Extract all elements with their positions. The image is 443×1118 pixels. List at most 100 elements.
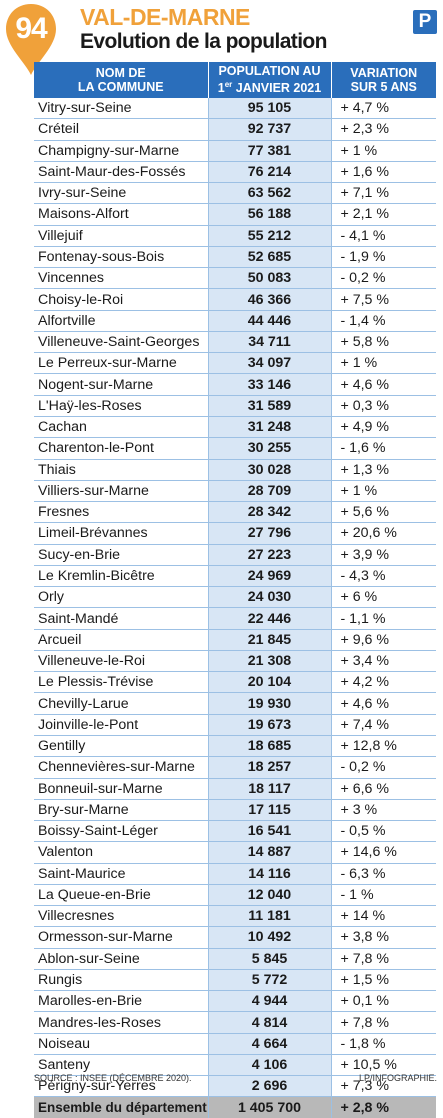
table-row: Villeneuve-le-Roi 21 308 + 3,4 % <box>34 650 436 673</box>
table-row: Gentilly 18 685 + 12,8 % <box>34 735 436 758</box>
commune-name-cell: Fontenay-sous-Bois <box>34 246 209 269</box>
population-cell: 18 685 <box>208 735 332 758</box>
table-row: Boissy-Saint-Léger 16 541- 0,5 % <box>34 820 436 843</box>
department-number: 94 <box>15 12 47 45</box>
column-header-commune: NOM DE LA COMMUNE <box>34 62 209 98</box>
table-row: Noiseau 4 664- 1,8 % <box>34 1033 436 1055</box>
variation-cell: + 14 % <box>331 905 436 928</box>
commune-name-cell: Joinville-le-Pont <box>34 714 209 736</box>
variation-cell: + 12,8 % <box>331 735 436 758</box>
commune-name-cell: Villecresnes <box>34 905 209 928</box>
population-cell: 28 709 <box>208 480 332 503</box>
commune-name-cell: Charenton-le-Pont <box>34 437 209 460</box>
population-cell: 20 104 <box>208 671 332 694</box>
commune-name-cell: Créteil <box>34 118 209 141</box>
table-row: Arcueil 21 845 + 9,6 % <box>34 629 436 651</box>
variation-cell: + 3 % <box>331 799 436 822</box>
commune-name-cell: Chevilly-Larue <box>34 692 209 715</box>
commune-name-cell: Villeneuve-le-Roi <box>34 650 209 673</box>
table-row: Marolles-en-Brie 4 944 + 0,1 % <box>34 990 436 1013</box>
table-row: Thiais 30 028 + 1,3 % <box>34 459 436 481</box>
table-row: Saint-Mandé 22 446- 1,1 % <box>34 607 436 630</box>
table-row: Champigny-sur-Marne 77 381 + 1 % <box>34 140 436 162</box>
commune-name-cell: Chennevières-sur-Marne <box>34 756 209 779</box>
population-cell: 18 257 <box>208 756 332 779</box>
column-header-commune-line1: NOM DE <box>95 66 146 80</box>
table-row: La Queue-en-Brie 12 040- 1 % <box>34 884 436 907</box>
variation-cell: + 7,1 % <box>331 182 436 205</box>
table-row: Ivry-sur-Seine 63 562 + 7,1 % <box>34 182 436 205</box>
population-cell: 14 887 <box>208 841 332 864</box>
table-body: Vitry-sur-Seine 95 105 + 4,7 % Créteil 92 73… <box>34 98 436 1118</box>
commune-name-cell: Boissy-Saint-Léger <box>34 820 209 843</box>
variation-cell: + 2,1 % <box>331 203 436 226</box>
population-cell: 28 342 <box>208 501 332 524</box>
publisher-logo: P <box>413 10 437 34</box>
variation-cell: + 9,6 % <box>331 629 436 651</box>
population-cell: 34 711 <box>208 331 332 354</box>
variation-cell: + 4,6 % <box>331 692 436 715</box>
population-cell: 56 188 <box>208 203 332 226</box>
variation-cell: - 0,2 % <box>331 267 436 290</box>
population-cell: 95 105 <box>208 98 332 120</box>
table-row: Vitry-sur-Seine 95 105 + 4,7 % <box>34 98 436 120</box>
table-row: Mandres-les-Roses 4 814 + 7,8 % <box>34 1011 436 1034</box>
column-header-population-sup: er <box>224 80 233 90</box>
commune-name-cell: Fresnes <box>34 501 209 524</box>
variation-cell: + 1,5 % <box>331 969 436 992</box>
commune-name-cell: Thiais <box>34 459 209 481</box>
variation-cell: - 1,1 % <box>331 607 436 630</box>
credit-note: LP/INFOGRAPHIE. <box>358 1073 437 1083</box>
table-row: Chennevières-sur-Marne 18 257- 0,2 % <box>34 756 436 779</box>
variation-cell: + 20,6 % <box>331 522 436 545</box>
column-header-commune-line2: LA COMMUNE <box>77 80 164 94</box>
commune-name-cell: Saint-Mandé <box>34 607 209 630</box>
commune-name-cell: Sucy-en-Brie <box>34 544 209 566</box>
commune-name-cell: Ivry-sur-Seine <box>34 182 209 205</box>
variation-cell: + 7,4 % <box>331 714 436 736</box>
column-header-variation-line1: VARIATION <box>350 66 418 80</box>
variation-cell: + 7,8 % <box>331 948 436 970</box>
table-row: Charenton-le-Pont 30 255- 1,6 % <box>34 437 436 460</box>
commune-name-cell: Noiseau <box>34 1033 209 1055</box>
population-cell: 55 212 <box>208 225 332 247</box>
table-row: Chevilly-Larue 19 930 + 4,6 % <box>34 692 436 715</box>
variation-cell: + 3,8 % <box>331 926 436 949</box>
commune-name-cell: Marolles-en-Brie <box>34 990 209 1013</box>
table-row: Le Kremlin-Bicêtre 24 969- 4,3 % <box>34 565 436 588</box>
table-row: Le Perreux-sur-Marne 34 097 + 1 % <box>34 352 436 375</box>
total-row: Ensemble du département 1 405 700 + 2,8 % <box>34 1096 436 1118</box>
population-cell: 30 255 <box>208 437 332 460</box>
population-cell: 18 117 <box>208 778 332 800</box>
variation-cell: - 1,6 % <box>331 437 436 460</box>
commune-name-cell: Orly <box>34 586 209 609</box>
variation-cell: + 1 % <box>331 140 436 162</box>
table-row: Villiers-sur-Marne 28 709 + 1 % <box>34 480 436 503</box>
commune-name-cell: Le Plessis-Trévise <box>34 671 209 694</box>
population-cell: 2 696 <box>208 1075 332 1098</box>
variation-cell: + 2,3 % <box>331 118 436 141</box>
commune-name-cell: Villejuif <box>34 225 209 247</box>
table-row: Valenton 14 887 + 14,6 % <box>34 841 436 864</box>
commune-name-cell: Limeil-Brévannes <box>34 522 209 545</box>
commune-name-cell: Vitry-sur-Seine <box>34 98 209 120</box>
commune-name-cell: Villeneuve-Saint-Georges <box>34 331 209 354</box>
table-row: Ormesson-sur-Marne 10 492 + 3,8 % <box>34 926 436 949</box>
source-note: SOURCE : INSEE (DÉCEMBRE 2020). <box>34 1073 192 1083</box>
table-row: Fresnes 28 342 + 5,6 % <box>34 501 436 524</box>
variation-cell: - 4,1 % <box>331 225 436 247</box>
column-header-variation-line2: SUR 5 ANS <box>350 80 417 94</box>
commune-name-cell: Ormesson-sur-Marne <box>34 926 209 949</box>
population-cell: 92 737 <box>208 118 332 141</box>
table-row: Villecresnes 11 181 + 14 % <box>34 905 436 928</box>
population-cell: 14 116 <box>208 863 332 885</box>
commune-name-cell: Villiers-sur-Marne <box>34 480 209 503</box>
population-cell: 4 106 <box>208 1054 332 1077</box>
variation-cell: + 1,3 % <box>331 459 436 481</box>
variation-cell: + 4,6 % <box>331 373 436 396</box>
population-cell: 27 223 <box>208 544 332 566</box>
variation-cell: + 14,6 % <box>331 841 436 864</box>
population-cell: 19 673 <box>208 714 332 736</box>
population-cell: 31 589 <box>208 395 332 417</box>
table-row: Sucy-en-Brie 27 223 + 3,9 % <box>34 544 436 566</box>
